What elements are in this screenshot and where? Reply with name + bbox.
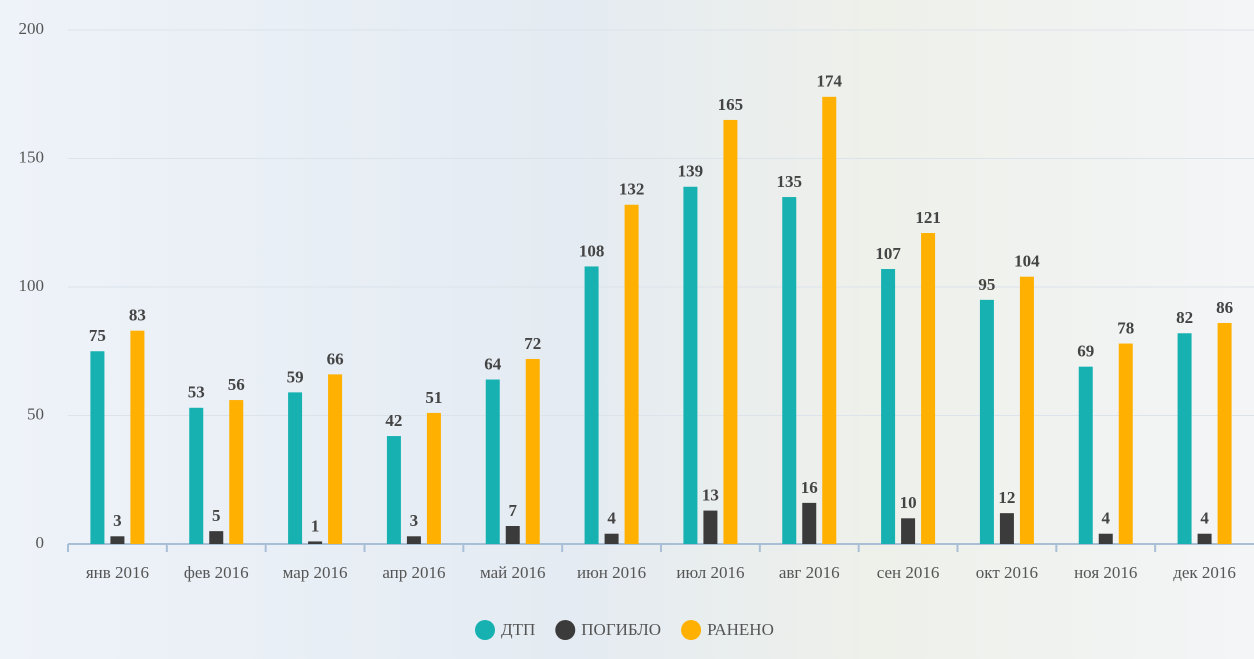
x-tick-label: сен 2016 <box>877 563 940 582</box>
value-label: 53 <box>188 383 205 402</box>
value-label: 82 <box>1176 308 1193 327</box>
bar <box>822 97 836 544</box>
bar <box>625 205 639 544</box>
x-tick-label: мар 2016 <box>283 563 348 582</box>
value-label: 4 <box>607 509 616 528</box>
bar <box>229 400 243 544</box>
bar <box>1198 534 1212 544</box>
y-tick-label: 150 <box>19 147 45 166</box>
legend-label: ПОГИБЛО <box>581 620 661 639</box>
value-label: 107 <box>875 244 901 263</box>
bar <box>506 526 520 544</box>
bar <box>427 413 441 544</box>
x-tick-label: июл 2016 <box>676 563 744 582</box>
x-tick-label: июн 2016 <box>577 563 646 582</box>
value-label: 13 <box>702 485 719 504</box>
bar <box>605 534 619 544</box>
bar <box>585 266 599 544</box>
bar <box>901 518 915 544</box>
bar <box>130 331 144 544</box>
value-label: 66 <box>327 349 344 368</box>
bar <box>288 392 302 544</box>
bar <box>1000 513 1014 544</box>
bar <box>802 503 816 544</box>
y-tick-label: 200 <box>19 19 45 38</box>
value-label: 69 <box>1077 342 1094 361</box>
value-label: 10 <box>900 493 917 512</box>
y-tick-label: 0 <box>36 533 45 552</box>
x-tick-label: май 2016 <box>480 563 546 582</box>
chart: 0 50 100 150 200 янв 2016 75 3 83 фев 2016 53 5 56 ма… <box>0 0 1254 659</box>
bar <box>980 300 994 544</box>
legend-label: РАНЕНО <box>707 620 774 639</box>
bar <box>683 187 697 544</box>
x-tick-label: янв 2016 <box>86 563 149 582</box>
value-label: 132 <box>619 180 645 199</box>
value-label: 59 <box>287 367 304 386</box>
y-tick-label: 50 <box>27 404 44 423</box>
bar <box>1119 344 1133 544</box>
bar <box>526 359 540 544</box>
bar <box>723 120 737 544</box>
y-tick-label: 100 <box>19 276 45 295</box>
value-label: 83 <box>129 306 146 325</box>
value-label: 5 <box>212 506 221 525</box>
value-label: 51 <box>425 388 442 407</box>
value-label: 86 <box>1216 298 1233 317</box>
value-label: 56 <box>228 375 245 394</box>
bar <box>782 197 796 544</box>
value-label: 64 <box>484 354 502 373</box>
value-label: 135 <box>777 172 803 191</box>
value-label: 4 <box>1200 509 1209 528</box>
bar <box>921 233 935 544</box>
value-label: 1 <box>311 516 320 535</box>
x-tick-label: ноя 2016 <box>1074 563 1137 582</box>
bar <box>328 374 342 544</box>
x-tick-label: авг 2016 <box>779 563 840 582</box>
x-tick-label: фев 2016 <box>184 563 249 582</box>
value-label: 3 <box>113 511 122 530</box>
value-label: 121 <box>915 208 941 227</box>
x-tick-label: окт 2016 <box>976 563 1038 582</box>
x-tick-label: апр 2016 <box>382 563 445 582</box>
bar <box>1218 323 1232 544</box>
value-label: 3 <box>410 511 419 530</box>
bar <box>189 408 203 544</box>
value-label: 42 <box>385 411 402 430</box>
bar <box>90 351 104 544</box>
value-label: 4 <box>1102 509 1111 528</box>
bar <box>308 541 322 544</box>
bar <box>110 536 124 544</box>
value-label: 108 <box>579 241 605 260</box>
value-label: 174 <box>817 72 843 91</box>
bar <box>703 511 717 544</box>
value-label: 12 <box>998 488 1015 507</box>
value-label: 165 <box>718 95 744 114</box>
value-label: 75 <box>89 326 106 345</box>
bar <box>1020 277 1034 544</box>
value-label: 72 <box>524 334 541 353</box>
value-label: 139 <box>678 162 704 181</box>
value-label: 7 <box>509 501 518 520</box>
bar <box>486 380 500 544</box>
bar <box>387 436 401 544</box>
bar <box>881 269 895 544</box>
legend-marker <box>681 620 701 640</box>
bar <box>209 531 223 544</box>
value-label: 104 <box>1014 252 1040 271</box>
bar <box>1079 367 1093 544</box>
legend-label: ДТП <box>501 620 535 639</box>
bar <box>1178 333 1192 544</box>
bar <box>1099 534 1113 544</box>
value-label: 16 <box>801 478 818 497</box>
legend-marker <box>555 620 575 640</box>
legend-marker <box>475 620 495 640</box>
value-label: 95 <box>978 275 995 294</box>
x-tick-label: дек 2016 <box>1173 563 1236 582</box>
value-label: 78 <box>1117 318 1134 337</box>
bar <box>407 536 421 544</box>
